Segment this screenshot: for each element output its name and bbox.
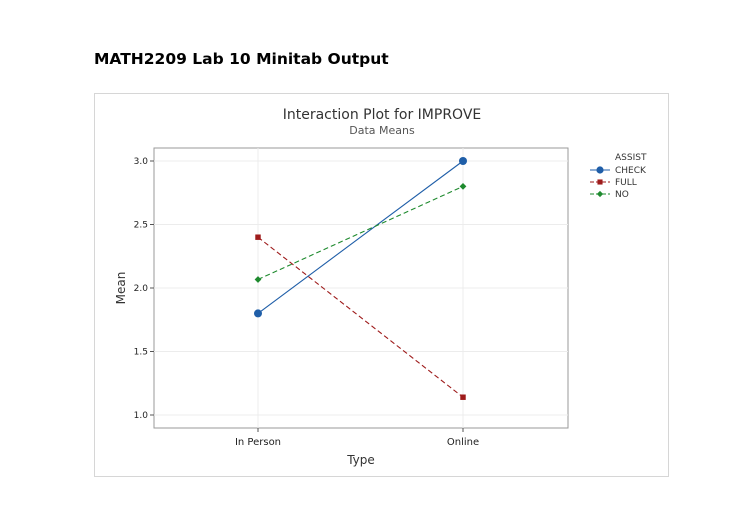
y-axis: 1.0 1.5 2.0 2.5 3.0 <box>134 157 154 421</box>
y-tick-label: 1.5 <box>134 348 148 358</box>
x-axis: In Person Online <box>235 428 479 448</box>
data-point-check-0 <box>254 309 262 318</box>
data-point-no-1 <box>459 183 467 190</box>
y-tick-label: 3.0 <box>134 157 149 167</box>
legend-entry-check: CHECK <box>615 166 647 176</box>
data-point-full-1 <box>460 394 466 400</box>
y-tick-label: 2.5 <box>134 221 148 231</box>
data-point-check-1 <box>459 157 467 165</box>
series-line-check <box>257 160 464 314</box>
legend-entry-no: NO <box>615 190 629 200</box>
interaction-plot: Interaction Plot for IMPROVE Data Means … <box>114 107 647 467</box>
series-line-no <box>257 185 464 280</box>
series-line-full <box>257 236 464 398</box>
y-tick-label: 1.0 <box>134 411 149 421</box>
grid-lines <box>154 148 568 428</box>
series-group <box>254 157 467 400</box>
y-axis-label: Mean <box>114 272 128 305</box>
legend-title: ASSIST <box>615 153 647 163</box>
x-axis-label: Type <box>346 453 375 467</box>
legend-entry-full: FULL <box>615 178 637 188</box>
legend: ASSIST CHECK FULL NO <box>590 153 647 200</box>
chart-title: Interaction Plot for IMPROVE <box>283 107 482 123</box>
x-tick-label: Online <box>447 437 479 448</box>
y-tick-label: 2.0 <box>134 284 149 294</box>
legend-marker-no <box>596 190 604 198</box>
x-tick-label: In Person <box>235 437 281 448</box>
data-point-full-0 <box>255 234 261 240</box>
legend-marker-check <box>596 166 604 174</box>
legend-marker-full <box>597 179 603 185</box>
page-title: MATH2209 Lab 10 Minitab Output <box>94 50 389 68</box>
chart-panel: Interaction Plot for IMPROVE Data Means … <box>94 93 669 477</box>
chart-subtitle: Data Means <box>349 124 415 137</box>
